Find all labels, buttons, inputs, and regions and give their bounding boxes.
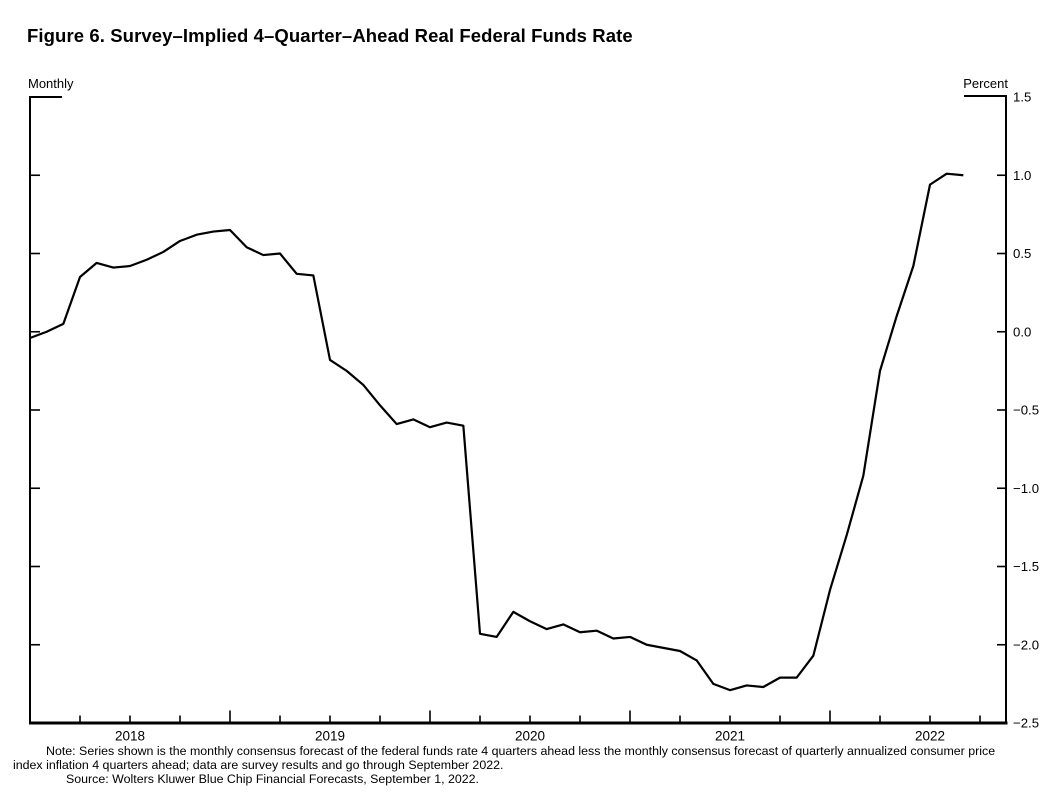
y-tick-label: −1.5 (1013, 559, 1039, 574)
x-year-label: 2021 (715, 729, 745, 744)
y-tick-label: 1.5 (1013, 90, 1031, 105)
y-tick-label: −0.5 (1013, 403, 1039, 418)
x-year-label: 2020 (515, 729, 545, 744)
x-year-label: 2022 (915, 729, 945, 744)
y-tick-label: 0.5 (1013, 246, 1031, 261)
y-tick-label: 0.0 (1013, 324, 1031, 339)
x-year-label: 2019 (315, 729, 345, 744)
note-text: Note: Series shown is the monthly consen… (13, 744, 996, 772)
y-tick-label: −2.0 (1013, 637, 1039, 652)
x-year-label: 2018 (115, 729, 145, 744)
chart-notes: Note: Series shown is the monthly consen… (13, 744, 1003, 786)
y-tick-label: −2.5 (1013, 716, 1039, 731)
page-title: Figure 6. Survey–Implied 4–Quarter–Ahead… (27, 25, 633, 46)
y-tick-label: −1.0 (1013, 481, 1039, 496)
frequency-label: Monthly (28, 76, 74, 91)
source-text: Source: Wolters Kluwer Blue Chip Financi… (66, 771, 479, 786)
axis-unit-label: Percent (963, 76, 1008, 91)
y-tick-label: 1.0 (1013, 168, 1031, 183)
data-line (29, 172, 964, 692)
